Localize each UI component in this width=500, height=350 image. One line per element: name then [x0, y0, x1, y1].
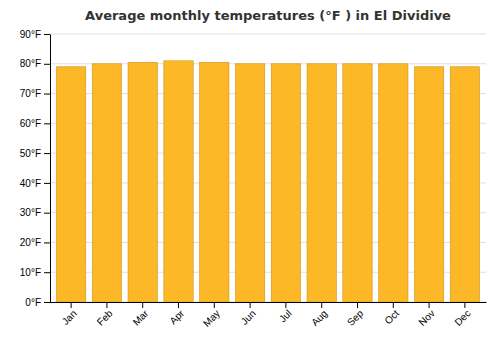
- y-tick: 20°F: [20, 237, 50, 248]
- y-tick-label: 60°F: [20, 118, 41, 129]
- x-tick-mark: [429, 302, 430, 308]
- bar: [164, 61, 193, 302]
- x-tick: Oct: [382, 302, 401, 326]
- y-tick-label: 70°F: [20, 88, 41, 99]
- y-tick: 0°F: [25, 297, 50, 308]
- bar: [450, 67, 479, 302]
- y-tick-label: 50°F: [20, 148, 41, 159]
- bar: [414, 67, 443, 302]
- bar: [235, 64, 264, 302]
- bar: [379, 64, 408, 302]
- x-tick-mark: [214, 302, 215, 308]
- bar: [271, 64, 300, 302]
- y-tick-label: 90°F: [20, 29, 41, 40]
- x-tick-label: Mar: [131, 307, 151, 327]
- y-tick: 90°F: [20, 29, 50, 40]
- y-tick-mark: [44, 94, 50, 95]
- y-tick: 60°F: [20, 118, 50, 129]
- x-tick-mark: [71, 302, 72, 308]
- x-tick: Jun: [239, 302, 258, 327]
- bar: [92, 64, 121, 302]
- bar: [128, 62, 157, 302]
- x-tick: Dec: [452, 302, 472, 328]
- x-tick-mark: [393, 302, 394, 308]
- y-tick-mark: [44, 153, 50, 154]
- x-tick-mark: [178, 302, 179, 308]
- y-tick: 10°F: [20, 267, 50, 278]
- x-tick-label: Jun: [239, 308, 258, 327]
- x-axis: Jan Feb Mar Apr May Jun Jul Aug Sep Oct Nov Dec: [51, 302, 487, 329]
- x-tick-label: Aug: [309, 308, 329, 328]
- bar: [343, 64, 372, 302]
- y-tick-label: 40°F: [20, 178, 41, 189]
- x-tick: Feb: [95, 302, 115, 328]
- x-tick-label: Oct: [382, 308, 401, 327]
- y-tick: 70°F: [20, 88, 50, 99]
- x-tick-label: Jul: [277, 308, 294, 325]
- y-tick-mark: [44, 213, 50, 214]
- x-tick: May: [201, 302, 222, 329]
- x-tick-label: Sep: [345, 307, 366, 328]
- y-tick-label: 0°F: [25, 297, 41, 308]
- y-axis: 0°F 10°F 20°F 30°F 40°F 50°F 60°F 70°F 80°F 90°F: [20, 29, 51, 308]
- y-tick-mark: [44, 123, 50, 124]
- x-tick: Mar: [131, 302, 151, 328]
- chart: 0°F 10°F 20°F 30°F 40°F 50°F 60°F 70°F 80°F 90°F J…: [0, 0, 500, 350]
- x-axis-line: [51, 302, 487, 303]
- y-tick: 50°F: [20, 148, 50, 159]
- x-tick-mark: [285, 302, 286, 308]
- bar: [200, 62, 229, 302]
- y-tick: 40°F: [20, 178, 50, 189]
- bars: [56, 61, 479, 302]
- y-tick-label: 80°F: [20, 58, 41, 69]
- x-tick-mark: [357, 302, 358, 308]
- y-tick-mark: [44, 183, 50, 184]
- plot-area: 0°F 10°F 20°F 30°F 40°F 50°F 60°F 70°F 80°F 90°F J…: [20, 29, 487, 329]
- y-tick: 30°F: [20, 207, 50, 218]
- bar: [56, 67, 85, 302]
- y-tick-mark: [44, 302, 50, 303]
- x-tick-label: Jan: [60, 308, 79, 327]
- x-tick-mark: [464, 302, 465, 308]
- x-tick: Sep: [345, 302, 366, 328]
- y-tick-label: 20°F: [20, 237, 41, 248]
- x-tick-label: Nov: [416, 308, 436, 328]
- x-tick-label: Dec: [452, 308, 472, 328]
- x-tick-label: May: [201, 308, 222, 329]
- x-tick: Jul: [277, 302, 294, 324]
- grid-line: [50, 34, 486, 35]
- y-tick: 80°F: [20, 58, 50, 69]
- y-tick-mark: [44, 64, 50, 65]
- y-tick-mark: [44, 34, 50, 35]
- y-tick-label: 10°F: [20, 267, 41, 278]
- x-tick-mark: [106, 302, 107, 308]
- x-tick-label: Feb: [95, 307, 115, 327]
- x-tick: Apr: [168, 302, 187, 326]
- y-tick-label: 30°F: [20, 207, 41, 218]
- x-tick-mark: [321, 302, 322, 308]
- y-tick-mark: [44, 272, 50, 273]
- title: Average monthly temperatures (°F ) in El…: [85, 8, 451, 23]
- y-axis-line: [50, 35, 51, 303]
- y-tick-mark: [44, 242, 50, 243]
- x-tick-mark: [142, 302, 143, 308]
- x-tick-label: Apr: [168, 307, 187, 326]
- x-tick: Nov: [416, 302, 436, 328]
- x-tick-mark: [250, 302, 251, 308]
- bar: [307, 64, 336, 302]
- x-tick: Jan: [60, 302, 79, 327]
- x-tick: Aug: [309, 302, 329, 328]
- grid: [50, 34, 486, 302]
